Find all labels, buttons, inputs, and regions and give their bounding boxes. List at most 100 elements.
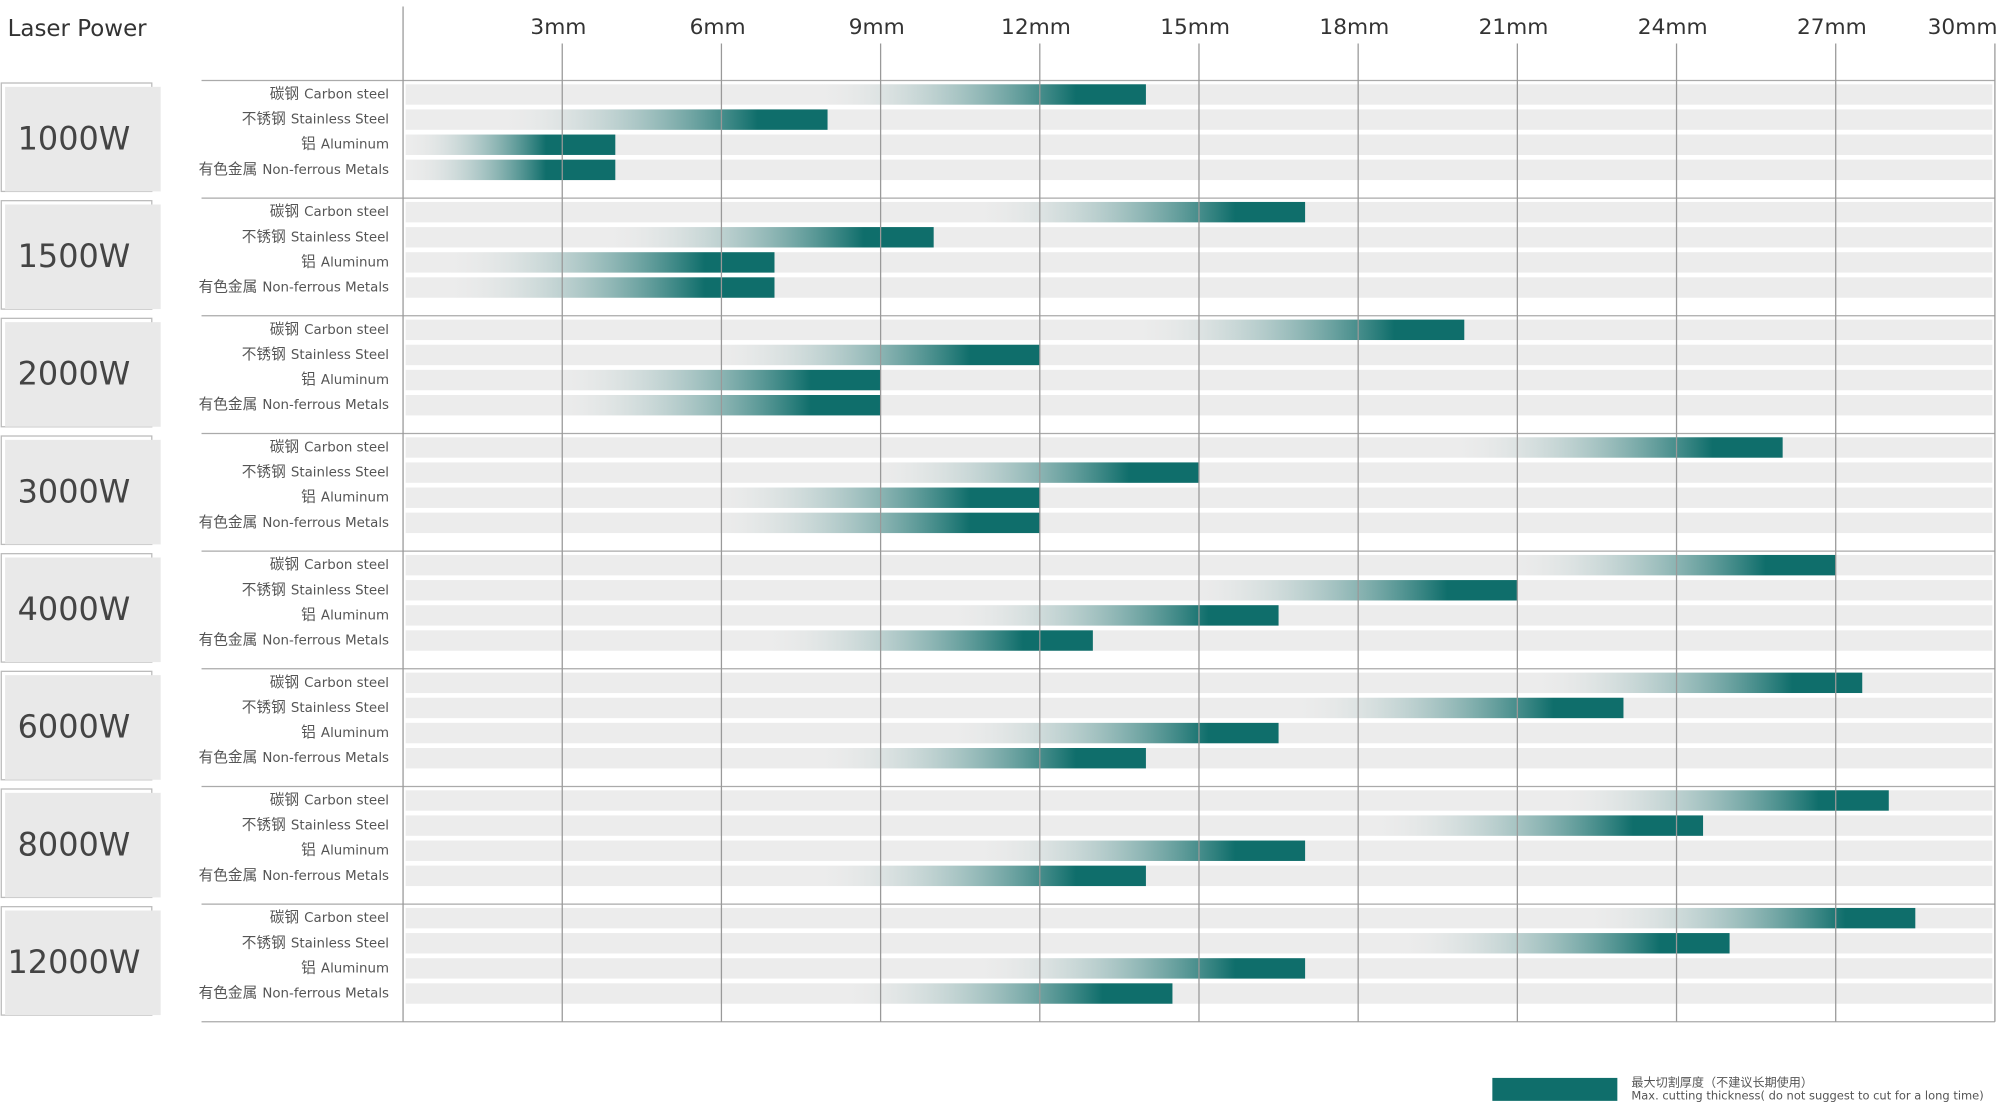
bar	[405, 958, 1306, 979]
material-name-en: Aluminum	[321, 138, 389, 153]
bar	[405, 933, 1730, 954]
material-label: 碳钢 Carbon steel	[270, 674, 389, 691]
material-name-zh: 有色金属	[199, 867, 258, 884]
material-name-en: Aluminum	[321, 844, 389, 859]
material-name-zh: 不锈钢	[242, 464, 286, 481]
material-name-en: Carbon steel	[304, 676, 389, 691]
material-name-zh: 铝	[301, 253, 316, 270]
material-name-zh: 碳钢	[270, 791, 299, 808]
material-name-en: Non-ferrous Metals	[262, 987, 389, 1002]
material-name-zh: 不锈钢	[242, 934, 286, 951]
power-box	[5, 792, 161, 898]
material-label: 铝 Aluminum	[301, 959, 389, 976]
power-box	[5, 86, 161, 192]
power-label: 4000W	[18, 590, 131, 628]
material-label: 铝 Aluminum	[301, 489, 389, 506]
material-name-en: Stainless Steel	[291, 466, 389, 481]
bar	[405, 672, 1863, 694]
material-name-zh: 碳钢	[270, 909, 299, 926]
material-name-zh: 不锈钢	[242, 111, 286, 128]
material-label: 铝 Aluminum	[301, 724, 389, 741]
power-label: 3000W	[18, 472, 131, 510]
material-label: 不锈钢 Stainless Steel	[242, 699, 389, 716]
material-name-en: Stainless Steel	[291, 230, 389, 245]
material-name-en: Non-ferrous Metals	[262, 398, 389, 413]
material-label: 铝 Aluminum	[301, 606, 389, 623]
material-name-zh: 铝	[301, 842, 316, 859]
material-label: 有色金属 Non-ferrous Metals	[199, 867, 389, 884]
material-label: 铝 Aluminum	[301, 371, 389, 388]
material-name-zh: 有色金属	[199, 396, 258, 413]
bar	[405, 605, 1279, 626]
power-label: 8000W	[18, 825, 131, 863]
material-name-en: Carbon steel	[304, 87, 389, 102]
material-name-en: Carbon steel	[304, 911, 389, 926]
material-name-zh: 铝	[301, 606, 316, 623]
material-label: 铝 Aluminum	[301, 842, 389, 859]
material-name-en: Carbon steel	[304, 558, 389, 573]
material-name-zh: 不锈钢	[242, 817, 286, 834]
bar	[405, 747, 1146, 769]
bar	[405, 554, 1836, 576]
bar	[405, 840, 1306, 861]
bar	[405, 722, 1279, 744]
x-tick-label: 3mm	[530, 15, 586, 40]
material-name-en: Aluminum	[321, 726, 389, 741]
material-name-zh: 铝	[301, 959, 316, 976]
material-name-en: Non-ferrous Metals	[262, 634, 389, 649]
material-name-en: Non-ferrous Metals	[262, 516, 389, 531]
bar	[405, 697, 1624, 719]
material-label: 有色金属 Non-ferrous Metals	[199, 396, 389, 413]
material-label: 碳钢 Carbon steel	[270, 438, 389, 455]
bar	[405, 369, 881, 391]
power-label: 6000W	[18, 708, 131, 746]
material-label: 有色金属 Non-ferrous Metals	[199, 985, 389, 1002]
material-name-en: Non-ferrous Metals	[262, 163, 389, 178]
bar	[405, 109, 828, 130]
material-name-zh: 铝	[301, 371, 316, 388]
material-name-en: Aluminum	[321, 373, 389, 388]
material-name-en: Stainless Steel	[291, 583, 389, 598]
legend-swatch	[1492, 1077, 1618, 1101]
material-name-en: Non-ferrous Metals	[262, 281, 389, 296]
power-box	[5, 322, 161, 427]
x-tick-label: 24mm	[1638, 15, 1708, 40]
material-name-zh: 不锈钢	[242, 581, 286, 598]
material-label: 碳钢 Carbon steel	[270, 85, 389, 102]
material-name-zh: 碳钢	[270, 674, 299, 691]
bar	[405, 201, 1306, 223]
material-name-en: Carbon steel	[304, 323, 389, 338]
bar	[405, 277, 775, 298]
power-box	[5, 675, 161, 780]
material-label: 碳钢 Carbon steel	[270, 556, 389, 573]
material-name-en: Aluminum	[321, 961, 389, 976]
material-name-zh: 铝	[301, 724, 316, 741]
material-name-en: Stainless Steel	[291, 113, 389, 128]
material-name-en: Stainless Steel	[291, 819, 389, 834]
material-label: 不锈钢 Stainless Steel	[242, 228, 389, 245]
material-name-en: Aluminum	[321, 255, 389, 270]
bar	[405, 227, 934, 248]
material-name-en: Carbon steel	[304, 440, 389, 455]
material-name-en: Carbon steel	[304, 793, 389, 808]
material-name-zh: 不锈钢	[242, 699, 286, 716]
x-tick-label: 6mm	[690, 15, 746, 40]
power-box	[5, 910, 161, 1016]
material-label: 有色金属 Non-ferrous Metals	[199, 279, 389, 296]
bar	[405, 437, 1783, 458]
material-name-en: Stainless Steel	[291, 936, 389, 951]
power-label: 1500W	[18, 237, 131, 275]
material-name-zh: 碳钢	[270, 321, 299, 338]
material-name-en: Aluminum	[321, 608, 389, 623]
bar	[405, 319, 1465, 341]
power-box	[5, 557, 161, 663]
material-label: 不锈钢 Stainless Steel	[242, 346, 389, 363]
bar	[405, 865, 1146, 887]
power-label: 12000W	[8, 943, 141, 981]
bar	[405, 159, 616, 181]
material-label: 不锈钢 Stainless Steel	[242, 464, 389, 481]
material-name-zh: 铝	[301, 489, 316, 506]
material-name-en: Aluminum	[321, 491, 389, 506]
material-label: 有色金属 Non-ferrous Metals	[199, 632, 389, 649]
